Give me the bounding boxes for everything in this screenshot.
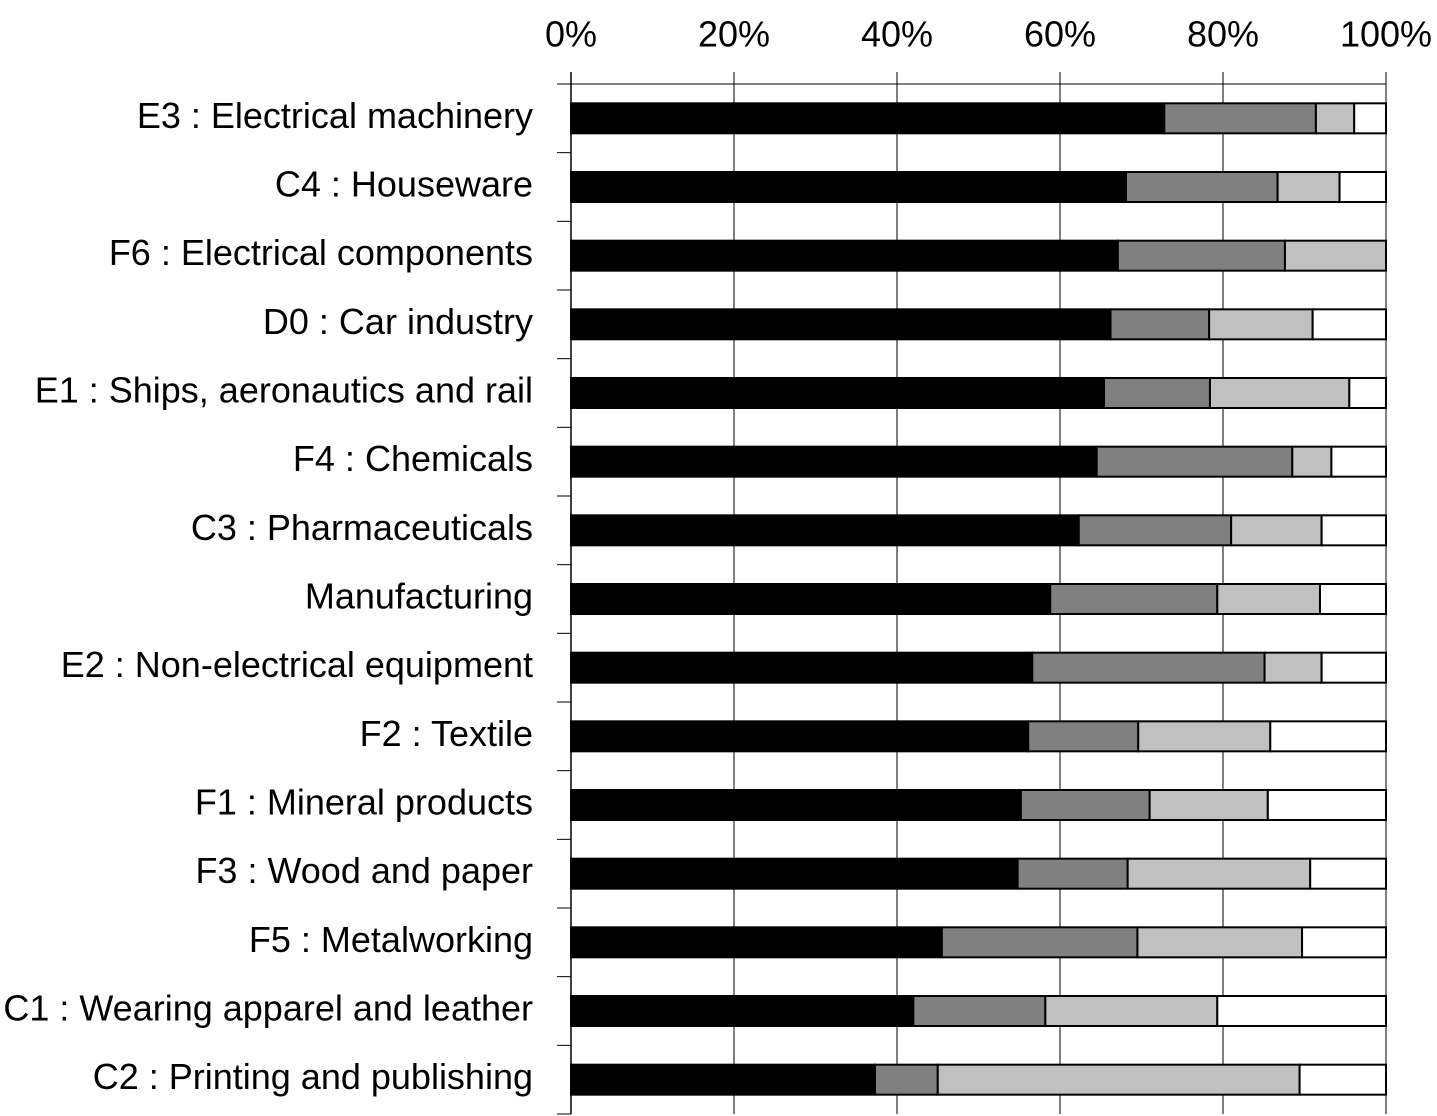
bar-segment	[1208, 308, 1314, 341]
bar-segment	[1276, 171, 1341, 203]
category-label: F2 : Textile	[360, 713, 533, 754]
bar-segment	[1298, 1063, 1387, 1096]
bar-segment	[570, 308, 1112, 341]
category-label: C4 : Houseware	[275, 164, 533, 205]
bar-segment	[1031, 651, 1266, 684]
category-label: E2 : Non-electrical equipment	[61, 644, 533, 685]
bar-segment	[1136, 926, 1304, 959]
bar-segment	[570, 377, 1106, 409]
category-label: F3 : Wood and paper	[195, 850, 533, 891]
axes	[557, 72, 1386, 1115]
x-tick-label-40: 40%	[861, 14, 933, 55]
bar-segment	[1216, 995, 1388, 1027]
bar-segment	[1095, 445, 1294, 478]
bar-segment	[1291, 445, 1333, 478]
bar-segment	[1320, 514, 1387, 547]
category-labels: E3 : Electrical machinery C4 : Houseware F…	[3, 95, 533, 1097]
bar-segment	[873, 1063, 939, 1096]
bar-segment	[1216, 583, 1321, 615]
bar-segment	[1163, 102, 1317, 135]
bar-segment	[1049, 583, 1219, 615]
bar-segment	[1348, 377, 1387, 409]
category-label: F1 : Mineral products	[195, 782, 533, 823]
bar-segment	[570, 171, 1128, 203]
bar-segment	[570, 1063, 876, 1096]
bar-segment	[912, 995, 1047, 1027]
bar-segment	[570, 102, 1166, 135]
x-tick-label-0: 0%	[545, 14, 597, 55]
bar-segment	[570, 514, 1080, 547]
bar-segment	[1309, 857, 1387, 890]
bar-segment	[1230, 514, 1323, 547]
bar-segment	[1283, 239, 1387, 272]
bar-segment	[570, 926, 943, 959]
category-label: F5 : Metalworking	[249, 919, 533, 960]
bar-segment	[570, 857, 1019, 890]
bar-segment	[1019, 789, 1151, 821]
bar-segment	[570, 583, 1052, 615]
bar-segment	[1353, 102, 1387, 135]
category-label: Manufacturing	[305, 576, 533, 617]
category-label: E1 : Ships, aeronautics and rail	[35, 370, 533, 411]
bar-segment	[570, 445, 1098, 478]
bar-segment	[1044, 995, 1219, 1027]
x-tick-labels: 0% 20% 40% 60% 80% 100%	[545, 14, 1432, 55]
bar-segment	[1338, 171, 1388, 203]
bar-segment	[1320, 651, 1387, 684]
bar-segment	[1116, 239, 1286, 272]
bar-segment	[1125, 171, 1279, 203]
x-tick-label-80: 80%	[1187, 14, 1259, 55]
category-label: D0 : Car industry	[263, 301, 533, 342]
x-tick-label-100: 100%	[1340, 14, 1432, 55]
category-label: F4 : Chemicals	[293, 438, 533, 479]
bar-segment	[1318, 583, 1387, 615]
bar-segment	[1027, 720, 1140, 753]
bar-segment	[940, 926, 1139, 959]
bar-segment	[1269, 720, 1388, 753]
bar-segment	[1330, 445, 1388, 478]
bar-segment	[570, 651, 1034, 684]
x-tick-label-20: 20%	[698, 14, 770, 55]
bar-segment	[570, 995, 915, 1027]
bar-segment	[570, 239, 1119, 272]
bar-segment	[1148, 789, 1269, 821]
category-label: F6 : Electrical components	[109, 232, 533, 273]
bar-segment	[1301, 926, 1388, 959]
category-label: C1 : Wearing apparel and leather	[3, 988, 533, 1029]
bar-segment	[936, 1063, 1301, 1096]
bar-segment	[1263, 651, 1323, 684]
bar-segment	[1208, 377, 1351, 409]
bar-segment	[570, 720, 1030, 753]
bar-segment	[1109, 308, 1211, 341]
bars	[570, 102, 1388, 1096]
bar-segment	[570, 789, 1022, 821]
bar-segment	[1126, 857, 1312, 890]
bar-segment	[1103, 377, 1211, 409]
bar-segment	[1266, 789, 1387, 821]
bar-segment	[1311, 308, 1388, 341]
bar-segment	[1077, 514, 1233, 547]
x-tick-label-60: 60%	[1024, 14, 1096, 55]
category-label: E3 : Electrical machinery	[137, 95, 533, 136]
bar-segment	[1016, 857, 1129, 890]
category-label: C3 : Pharmaceuticals	[191, 507, 533, 548]
bar-segment	[1314, 102, 1356, 135]
bar-segment	[1137, 720, 1272, 753]
category-label: C2 : Printing and publishing	[93, 1056, 533, 1097]
